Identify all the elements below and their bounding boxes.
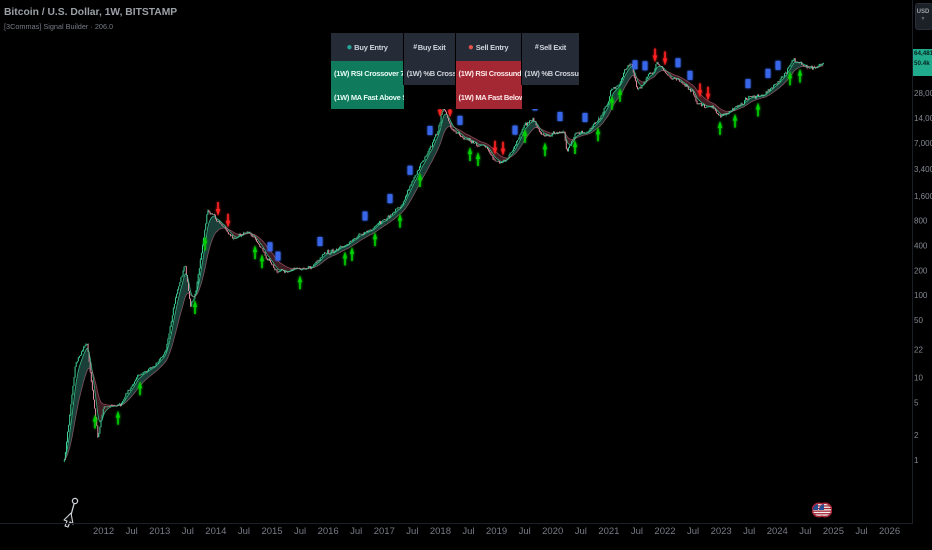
svg-text:2016: 2016 — [318, 526, 339, 537]
svg-text:2020: 2020 — [542, 526, 563, 537]
svg-text:2023: 2023 — [711, 526, 732, 537]
svg-text:Jul: Jul — [294, 526, 306, 537]
svg-text:2015: 2015 — [261, 526, 282, 537]
svg-text:Jul: Jul — [238, 526, 250, 537]
svg-text:2019: 2019 — [486, 526, 507, 537]
svg-text:Jul: Jul — [519, 526, 531, 537]
svg-text:2017: 2017 — [374, 526, 395, 537]
svg-text:Jul: Jul — [182, 526, 194, 537]
svg-text:2018: 2018 — [430, 526, 451, 537]
svg-text:Jul: Jul — [575, 526, 587, 537]
svg-text:Jul: Jul — [631, 526, 643, 537]
svg-text:Jul: Jul — [799, 526, 811, 537]
svg-text:2014: 2014 — [205, 526, 226, 537]
svg-text:2022: 2022 — [654, 526, 675, 537]
svg-text:2013: 2013 — [149, 526, 170, 537]
svg-text:2021: 2021 — [598, 526, 619, 537]
svg-text:2012: 2012 — [93, 526, 114, 537]
svg-text:Jul: Jul — [350, 526, 362, 537]
svg-text:2026: 2026 — [879, 526, 900, 537]
svg-text:2024: 2024 — [767, 526, 788, 537]
svg-text:Jul: Jul — [462, 526, 474, 537]
svg-text:Jul: Jul — [687, 526, 699, 537]
svg-text:2025: 2025 — [823, 526, 844, 537]
svg-text:Jul: Jul — [126, 526, 138, 537]
svg-text:Jul: Jul — [406, 526, 418, 537]
svg-text:Jul: Jul — [855, 526, 867, 537]
svg-text:Jul: Jul — [743, 526, 755, 537]
